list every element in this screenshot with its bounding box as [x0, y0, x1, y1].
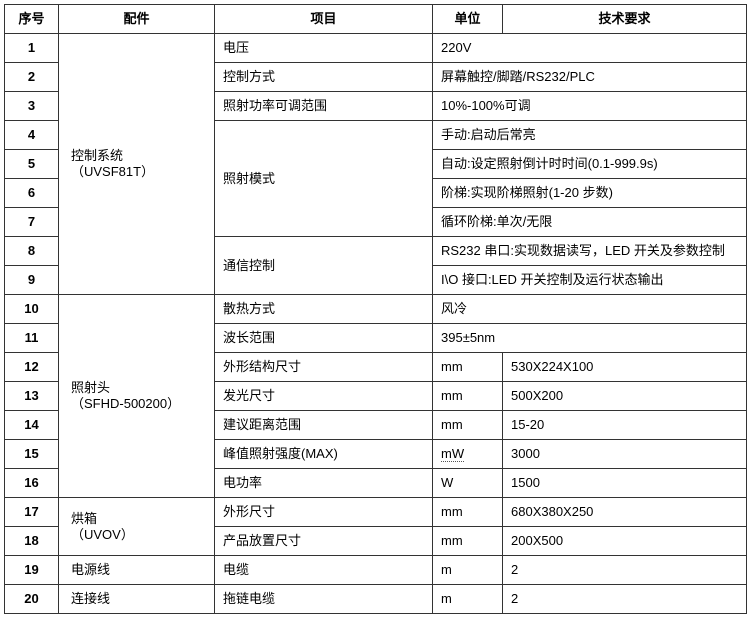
cell-seq: 18: [5, 527, 59, 556]
cell-req: 10%-100%可调: [433, 92, 747, 121]
cell-item: 电缆: [215, 556, 433, 585]
cell-req: 15-20: [503, 411, 747, 440]
cell-item: 外形结构尺寸: [215, 353, 433, 382]
cell-req: 200X500: [503, 527, 747, 556]
table-row: 1 控制系统 （UVSF81T） 电压 220V: [5, 34, 747, 63]
cell-seq: 12: [5, 353, 59, 382]
cell-seq: 17: [5, 498, 59, 527]
cell-item: 峰值照射强度(MAX): [215, 440, 433, 469]
part-name: 控制系统: [71, 148, 123, 163]
cell-seq: 5: [5, 150, 59, 179]
part-model: （SFHD-500200）: [71, 396, 180, 411]
cell-req: 1500: [503, 469, 747, 498]
header-seq: 序号: [5, 5, 59, 34]
cell-part-head: 照射头 （SFHD-500200）: [59, 295, 215, 498]
cell-seq: 19: [5, 556, 59, 585]
cell-part-oven: 烘箱 （UVOV）: [59, 498, 215, 556]
cell-seq: 16: [5, 469, 59, 498]
cell-seq: 13: [5, 382, 59, 411]
header-unit: 单位: [433, 5, 503, 34]
cell-unit: mW: [433, 440, 503, 469]
cell-seq: 6: [5, 179, 59, 208]
part-name: 烘箱: [71, 511, 97, 526]
cell-item: 电功率: [215, 469, 433, 498]
cell-item: 波长范围: [215, 324, 433, 353]
cell-item: 外形尺寸: [215, 498, 433, 527]
spec-table: 序号 配件 项目 单位 技术要求 1 控制系统 （UVSF81T） 电压 220…: [4, 4, 747, 614]
cell-req: 680X380X250: [503, 498, 747, 527]
part-model: （UVOV）: [71, 527, 134, 542]
cell-req: RS232 串口:实现数据读写，LED 开关及参数控制: [433, 237, 747, 266]
cell-item: 照射功率可调范围: [215, 92, 433, 121]
cell-unit: mm: [433, 382, 503, 411]
cell-item: 发光尺寸: [215, 382, 433, 411]
cell-unit: m: [433, 585, 503, 614]
cell-req: 循环阶梯:单次/无限: [433, 208, 747, 237]
cell-item: 拖链电缆: [215, 585, 433, 614]
cell-req: 2: [503, 585, 747, 614]
part-model: （UVSF81T）: [71, 164, 154, 179]
cell-item: 散热方式: [215, 295, 433, 324]
cell-unit: W: [433, 469, 503, 498]
cell-unit: mm: [433, 411, 503, 440]
table-row: 10 照射头 （SFHD-500200） 散热方式 风冷: [5, 295, 747, 324]
cell-req: 2: [503, 556, 747, 585]
cell-req: 220V: [433, 34, 747, 63]
cell-seq: 11: [5, 324, 59, 353]
cell-item: 电压: [215, 34, 433, 63]
cell-unit: m: [433, 556, 503, 585]
cell-seq: 14: [5, 411, 59, 440]
cell-req: 风冷: [433, 295, 747, 324]
header-row: 序号 配件 项目 单位 技术要求: [5, 5, 747, 34]
cell-unit: mm: [433, 498, 503, 527]
cell-seq: 9: [5, 266, 59, 295]
table-row: 20 连接线 拖链电缆 m 2: [5, 585, 747, 614]
cell-item: 通信控制: [215, 237, 433, 295]
cell-req: 500X200: [503, 382, 747, 411]
cell-part-control: 控制系统 （UVSF81T）: [59, 34, 215, 295]
cell-seq: 15: [5, 440, 59, 469]
header-item: 项目: [215, 5, 433, 34]
cell-req: 屏幕触控/脚踏/RS232/PLC: [433, 63, 747, 92]
cell-unit: mm: [433, 353, 503, 382]
cell-req: 530X224X100: [503, 353, 747, 382]
cell-req: 自动:设定照射倒计时时间(0.1-999.9s): [433, 150, 747, 179]
table-row: 19 电源线 电缆 m 2: [5, 556, 747, 585]
table-row: 17 烘箱 （UVOV） 外形尺寸 mm 680X380X250: [5, 498, 747, 527]
cell-unit: mm: [433, 527, 503, 556]
cell-seq: 1: [5, 34, 59, 63]
cell-req: I\O 接口:LED 开关控制及运行状态输出: [433, 266, 747, 295]
header-part: 配件: [59, 5, 215, 34]
cell-seq: 4: [5, 121, 59, 150]
unit-text: mW: [441, 446, 464, 463]
cell-item: 照射模式: [215, 121, 433, 237]
part-name: 照射头: [71, 380, 110, 395]
cell-part-conn: 连接线: [59, 585, 215, 614]
cell-seq: 2: [5, 63, 59, 92]
cell-req: 395±5nm: [433, 324, 747, 353]
cell-req: 3000: [503, 440, 747, 469]
header-req: 技术要求: [503, 5, 747, 34]
cell-seq: 20: [5, 585, 59, 614]
cell-part-power: 电源线: [59, 556, 215, 585]
cell-seq: 7: [5, 208, 59, 237]
cell-item: 控制方式: [215, 63, 433, 92]
cell-seq: 10: [5, 295, 59, 324]
cell-req: 手动:启动后常亮: [433, 121, 747, 150]
cell-seq: 3: [5, 92, 59, 121]
cell-item: 建议距离范围: [215, 411, 433, 440]
cell-item: 产品放置尺寸: [215, 527, 433, 556]
cell-req: 阶梯:实现阶梯照射(1-20 步数): [433, 179, 747, 208]
cell-seq: 8: [5, 237, 59, 266]
